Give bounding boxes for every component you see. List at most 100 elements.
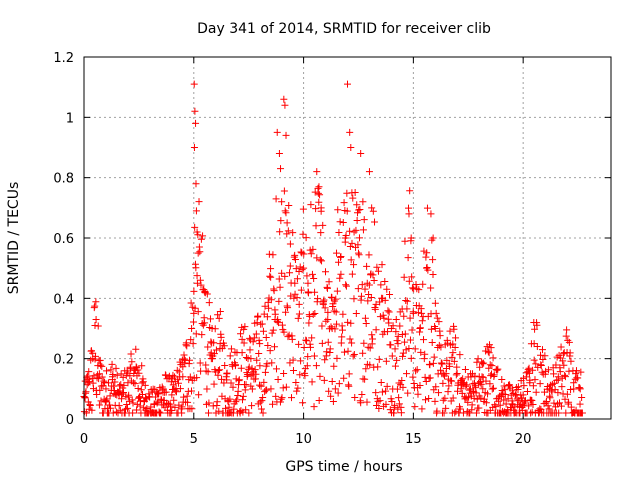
data-point: [266, 272, 274, 280]
data-point: [494, 365, 502, 373]
data-point: [487, 372, 495, 380]
y-tick-label: 1: [66, 111, 74, 126]
data-point: [480, 395, 488, 403]
data-point: [489, 384, 497, 392]
data-point: [188, 387, 196, 395]
data-point: [176, 385, 184, 393]
data-point: [120, 388, 128, 396]
data-point: [269, 400, 277, 408]
data-point: [381, 296, 389, 304]
data-point: [301, 372, 309, 380]
data-point: [502, 400, 510, 408]
data-point: [193, 279, 201, 287]
data-point: [572, 367, 580, 375]
data-point: [419, 280, 427, 288]
data-point: [188, 325, 196, 332]
data-point: [350, 295, 358, 303]
data-point: [167, 402, 175, 410]
data-point: [420, 336, 428, 344]
data-point: [324, 315, 332, 323]
data-point: [529, 366, 537, 374]
data-point: [188, 405, 196, 413]
data-point: [318, 339, 326, 347]
data-point: [466, 389, 474, 397]
data-point: [367, 293, 375, 301]
data-point: [227, 379, 235, 387]
data-point: [303, 337, 311, 345]
data-point: [258, 397, 266, 405]
data-point: [233, 349, 241, 357]
data-point: [196, 276, 204, 284]
data-point: [544, 366, 552, 374]
data-point: [445, 382, 453, 390]
data-point: [431, 299, 439, 307]
data-point: [196, 359, 204, 367]
data-point: [256, 362, 264, 370]
data-point: [318, 257, 326, 265]
data-point: [412, 367, 420, 375]
data-point: [205, 409, 213, 417]
data-point: [102, 397, 110, 405]
data-point: [521, 397, 529, 405]
data-point: [126, 372, 134, 380]
data-point: [464, 398, 472, 406]
data-point: [433, 314, 441, 322]
data-point: [559, 350, 567, 358]
data-point: [525, 369, 533, 377]
data-point: [271, 310, 279, 318]
data-point: [129, 379, 137, 387]
data-point: [337, 270, 345, 278]
data-point: [558, 383, 566, 391]
data-point: [354, 285, 362, 293]
data-point: [204, 343, 212, 351]
data-point: [234, 387, 242, 395]
data-point: [307, 201, 315, 209]
data-point: [194, 249, 202, 257]
chart-title: Day 341 of 2014, SRMTID for receiver cli…: [197, 21, 491, 37]
data-point: [272, 365, 280, 373]
data-point: [298, 266, 306, 274]
data-point: [371, 218, 379, 226]
data-point: [346, 128, 354, 136]
data-point: [437, 366, 445, 374]
data-point: [574, 374, 582, 382]
data-point: [490, 371, 498, 379]
data-point: [365, 281, 373, 289]
data-point: [231, 362, 239, 370]
y-tick-label: 0.2: [53, 353, 74, 368]
data-point: [517, 391, 525, 399]
data-point: [527, 340, 535, 348]
data-point: [478, 360, 486, 368]
data-point: [259, 327, 267, 335]
data-point: [242, 381, 250, 389]
data-point: [526, 376, 534, 384]
data-point: [277, 165, 285, 173]
data-point: [518, 394, 526, 402]
data-point: [433, 407, 441, 415]
data-point: [339, 310, 347, 318]
data-point: [314, 189, 322, 197]
data-point: [482, 399, 490, 407]
data-point: [360, 216, 368, 224]
data-point: [141, 381, 149, 389]
data-point: [533, 342, 541, 350]
data-point: [333, 249, 341, 257]
data-point: [286, 269, 294, 277]
data-point: [155, 390, 163, 398]
data-point: [128, 358, 136, 366]
data-point: [274, 319, 282, 327]
data-point: [355, 234, 363, 242]
data-point: [529, 382, 537, 390]
data-point: [192, 119, 200, 127]
data-point: [365, 251, 373, 259]
data-point: [203, 290, 211, 298]
data-point: [210, 339, 218, 347]
data-point: [498, 376, 506, 384]
data-point: [259, 409, 267, 417]
data-point: [463, 381, 471, 389]
data-point: [218, 375, 226, 383]
data-point: [353, 216, 361, 224]
data-point: [179, 363, 187, 371]
data-point: [172, 388, 180, 396]
data-point: [338, 333, 346, 341]
